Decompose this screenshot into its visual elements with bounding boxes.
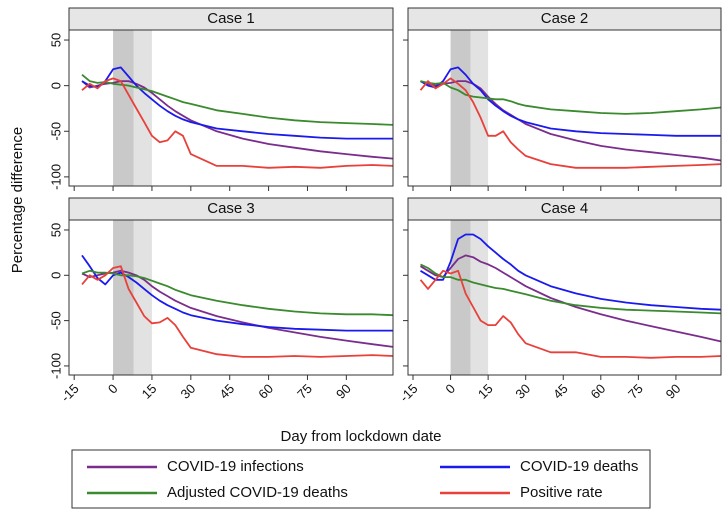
series-line [419,269,722,359]
series-line [81,77,394,169]
legend-label: COVID-19 deaths [520,458,638,475]
series-line [420,254,722,343]
legend-label: Positive rate [520,484,603,501]
y-tick-label: 0 [48,272,63,279]
y-tick-label: -50 [48,311,63,330]
x-tick-label: 45 [216,381,237,402]
panel-title: Case 2 [541,10,589,27]
series-line [420,80,722,115]
y-tick-label: -100 [48,164,63,190]
x-tick-label: 60 [588,381,609,402]
plot-frame [68,219,394,376]
plot-frame [407,219,722,376]
x-tick-label: 30 [512,381,533,402]
x-tick-label: 75 [294,381,315,402]
panel-title: Case 3 [207,200,255,217]
x-tick-label: 60 [255,381,276,402]
plot-frame [68,29,394,187]
x-axis-label: Day from lockdown date [281,428,442,445]
y-tick-label: 0 [48,82,63,89]
panel-title: Case 4 [541,200,589,217]
legend-label: COVID-19 infections [167,458,304,475]
series-line [81,269,394,317]
series-line [81,265,394,358]
series-line [81,74,394,126]
series-line [81,66,393,140]
y-axis-label: Percentage difference [9,127,26,274]
x-tick-label: 0 [442,381,458,397]
lockdown-shade [450,30,471,186]
lockdown-shade [470,30,489,186]
x-tick-label: 0 [105,381,121,397]
legend-box [71,449,651,509]
panel-title: Case 1 [207,10,255,27]
y-tick-label: -100 [48,353,63,379]
lockdown-shade [133,30,152,186]
series-line [420,66,721,137]
x-tick-label: 30 [178,381,199,402]
x-tick-label: 15 [139,381,160,402]
series-line [81,254,393,332]
lockdown-shade [450,220,471,375]
series-line [420,263,722,315]
plot-frame [407,29,722,187]
x-tick-label: 75 [625,381,646,402]
x-tick-label: 90 [333,381,354,402]
x-tick-label: 45 [550,381,571,402]
lockdown-shade [113,30,134,186]
lockdown-shade [113,220,134,375]
x-tick-label: -15 [58,381,82,405]
series-line [419,77,722,169]
y-tick-label: 50 [48,223,63,237]
x-tick-label: -15 [397,381,421,405]
legend-label: Adjusted COVID-19 deaths [167,484,348,501]
lockdown-shade [133,220,152,375]
x-tick-label: 90 [663,381,684,402]
y-tick-label: 50 [48,33,63,47]
series-line [420,233,722,311]
y-tick-label: -50 [48,122,63,141]
x-tick-label: 15 [475,381,496,402]
